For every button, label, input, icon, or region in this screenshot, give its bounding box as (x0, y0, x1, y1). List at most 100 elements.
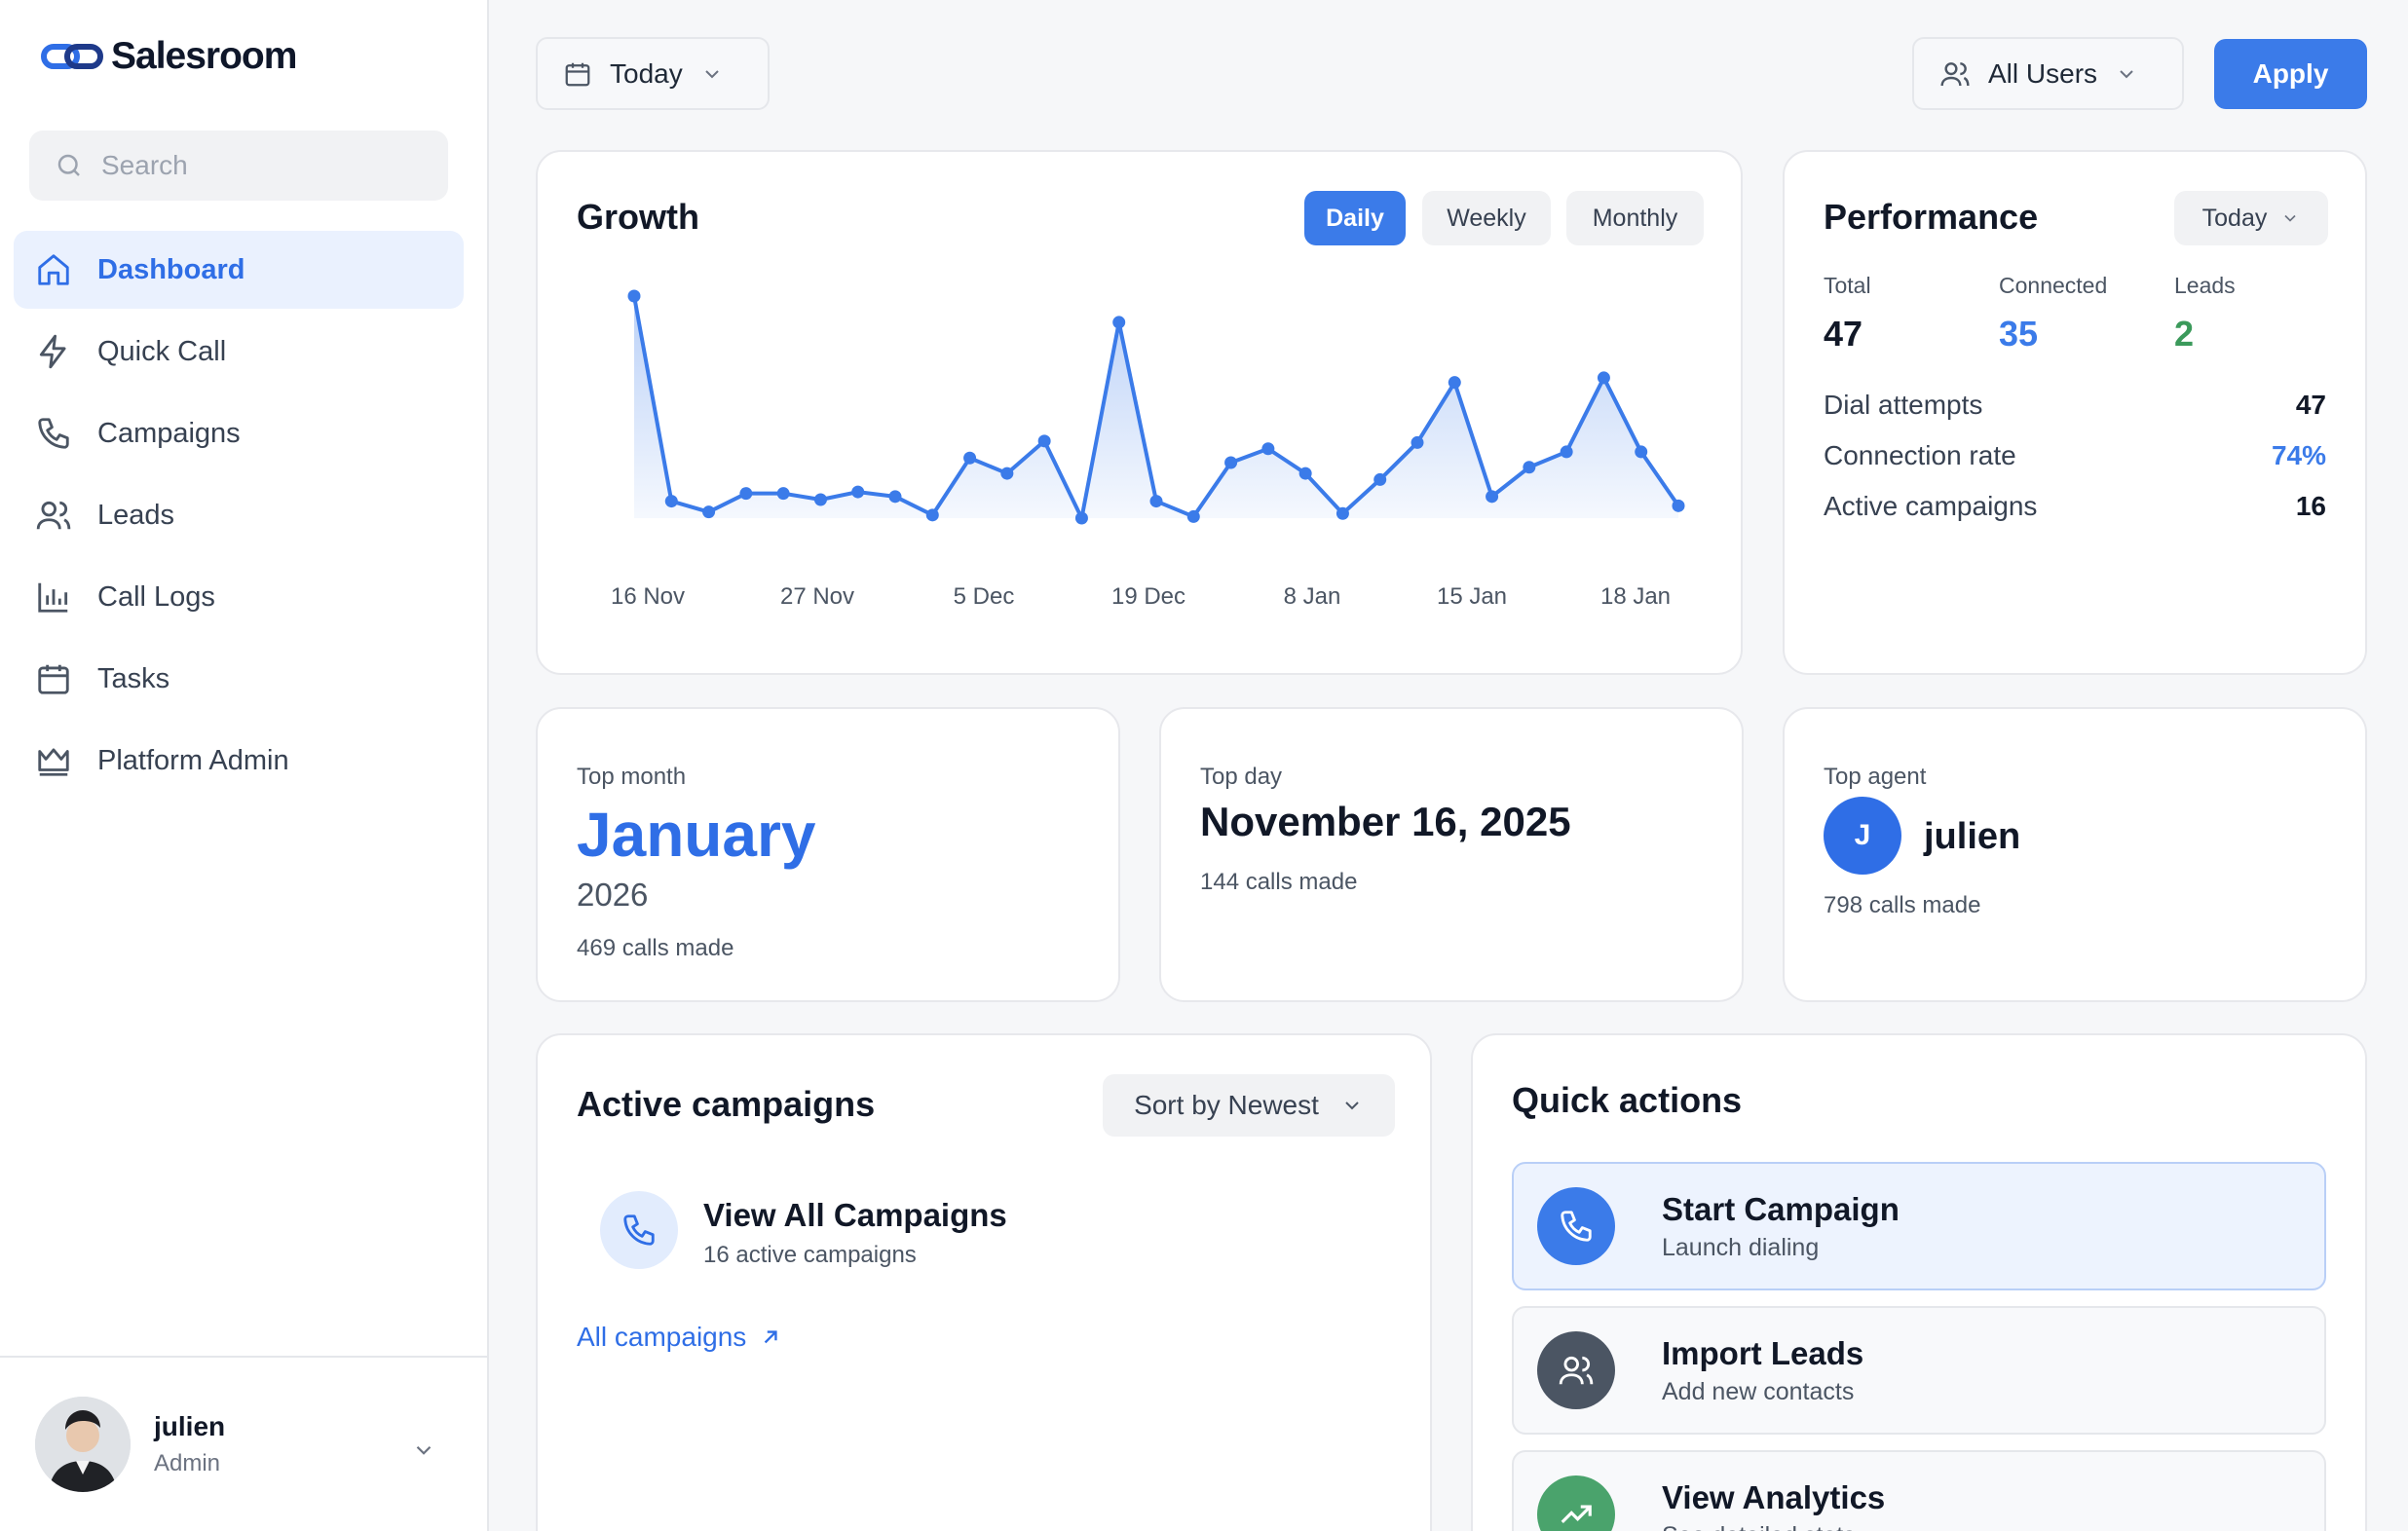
growth-point[interactable] (925, 508, 939, 522)
growth-point[interactable] (1074, 511, 1088, 525)
user-name: julien (154, 1411, 226, 1441)
growth-point[interactable] (1149, 495, 1163, 508)
sidebar-item-label: Tasks (97, 662, 170, 694)
performance-period-dropdown[interactable]: Today (2174, 191, 2328, 245)
growth-point[interactable] (1672, 499, 1685, 512)
growth-point[interactable] (1336, 506, 1349, 520)
top-day-date: November 16, 2025 (1200, 799, 1571, 844)
sidebar-item-tasks[interactable]: Tasks (14, 640, 464, 718)
chevron-down-icon (705, 69, 719, 78)
action-icon-badge (1537, 1475, 1615, 1531)
growth-point[interactable] (1373, 472, 1387, 486)
link-logo-icon (41, 44, 103, 69)
action-title: Start Campaign (1662, 1190, 1900, 1227)
x-tick-label: 16 Nov (610, 583, 686, 610)
chevron-down-icon (416, 1445, 432, 1455)
growth-point[interactable] (813, 493, 827, 506)
quick-actions-card: Quick actions Start Campaign Launch dial… (1471, 1033, 2367, 1531)
sidebar-item-leads[interactable]: Leads (14, 476, 464, 554)
view-analytics-action[interactable]: View Analytics See detailed stats (1512, 1450, 2326, 1531)
growth-point[interactable] (1000, 467, 1014, 480)
action-icon-badge (1537, 1187, 1615, 1265)
top-month-label: Top month (577, 764, 687, 790)
top-month-calls: 469 calls made (577, 935, 734, 961)
growth-point[interactable] (1560, 445, 1573, 459)
growth-point[interactable] (1523, 461, 1536, 474)
tab-daily[interactable]: Daily (1304, 191, 1406, 245)
sidebar-item-label: Dashboard (97, 253, 245, 285)
growth-point[interactable] (1298, 467, 1312, 480)
sidebar-item-campaigns[interactable]: Campaigns (14, 394, 464, 472)
user-menu[interactable]: julien Admin (0, 1356, 487, 1531)
start-campaign-action[interactable]: Start Campaign Launch dialing (1512, 1162, 2326, 1290)
top-day-card: Top day November 16, 2025 144 calls made (1159, 707, 1744, 1002)
sidebar: Salesroom Dashboard Quick Call Campaigns… (0, 0, 489, 1531)
connection-rate-label: Connection rate (1824, 440, 2016, 470)
stat-connected-value: 35 (1999, 314, 2039, 354)
dial-attempts-value: 47 (2295, 390, 2326, 420)
search-icon (57, 154, 80, 176)
sidebar-item-label: Platform Admin (97, 744, 289, 776)
top-month-year: 2026 (577, 877, 649, 913)
sidebar-item-label: Leads (97, 499, 175, 531)
users-icon (1559, 1356, 1594, 1385)
growth-point[interactable] (963, 451, 977, 465)
import-leads-action[interactable]: Import Leads Add new contacts (1512, 1306, 2326, 1435)
growth-point[interactable] (888, 490, 902, 504)
top-agent-name: julien (1924, 816, 2021, 857)
view-all-campaigns-title[interactable]: View All Campaigns (703, 1197, 1007, 1233)
tab-weekly[interactable]: Weekly (1422, 191, 1551, 245)
stat-leads-value: 2 (2174, 314, 2195, 354)
growth-point[interactable] (627, 289, 641, 303)
search-input[interactable] (101, 150, 423, 181)
action-title: Import Leads (1662, 1334, 1864, 1371)
top-day-label: Top day (1200, 764, 1283, 790)
x-tick-label: 19 Dec (1110, 583, 1186, 610)
app-logo[interactable]: Salesroom (41, 35, 297, 78)
sidebar-item-dashboard[interactable]: Dashboard (14, 231, 464, 309)
dial-attempts-label: Dial attempts (1824, 390, 1983, 420)
apply-button[interactable]: Apply (2214, 39, 2367, 109)
crown-icon (38, 748, 69, 776)
growth-point[interactable] (1486, 490, 1499, 504)
sort-dropdown[interactable]: Sort by Newest (1103, 1074, 1395, 1137)
growth-point[interactable] (702, 505, 716, 519)
user-role: Admin (154, 1450, 221, 1476)
growth-point[interactable] (1448, 376, 1461, 390)
arrow-up-right-icon (765, 1330, 777, 1344)
growth-card: Growth Daily Weekly Monthly 16 Nov 27 Nov… (536, 150, 1743, 675)
growth-point[interactable] (1037, 434, 1051, 448)
growth-point[interactable] (1224, 456, 1238, 469)
sidebar-item-label: Campaigns (97, 417, 241, 449)
all-campaigns-link[interactable]: All campaigns (577, 1322, 783, 1353)
growth-point[interactable] (739, 487, 753, 501)
growth-point[interactable] (664, 495, 678, 508)
growth-point[interactable] (1411, 435, 1424, 449)
growth-point[interactable] (1112, 316, 1126, 329)
chevron-down-icon (2284, 214, 2296, 222)
action-icon-badge (1537, 1331, 1615, 1409)
user-filter-dropdown[interactable]: All Users (1912, 37, 2184, 110)
search-box[interactable] (29, 131, 448, 201)
lightning-icon (39, 334, 66, 369)
users-icon (1940, 61, 1970, 86)
growth-area-fill (634, 296, 1678, 518)
growth-point[interactable] (1261, 442, 1275, 456)
growth-point[interactable] (1635, 445, 1648, 459)
growth-point[interactable] (776, 487, 790, 501)
growth-point[interactable] (851, 485, 865, 499)
sidebar-item-platform-admin[interactable]: Platform Admin (14, 722, 464, 800)
x-tick-label: 5 Dec (953, 583, 1015, 610)
tab-monthly[interactable]: Monthly (1566, 191, 1704, 245)
date-filter-label: Today (610, 57, 683, 89)
active-campaigns-label: Active campaigns (1824, 491, 2038, 521)
calendar-icon (38, 664, 69, 694)
sidebar-item-quick-call[interactable]: Quick Call (14, 313, 464, 391)
date-filter-dropdown[interactable]: Today (536, 37, 770, 110)
user-filter-label: All Users (1988, 57, 2098, 89)
stat-total-label: Total (1824, 273, 1871, 298)
action-subtitle: Add new contacts (1662, 1377, 1855, 1405)
sidebar-item-call-logs[interactable]: Call Logs (14, 558, 464, 636)
growth-point[interactable] (1597, 371, 1610, 385)
growth-point[interactable] (1186, 509, 1200, 523)
